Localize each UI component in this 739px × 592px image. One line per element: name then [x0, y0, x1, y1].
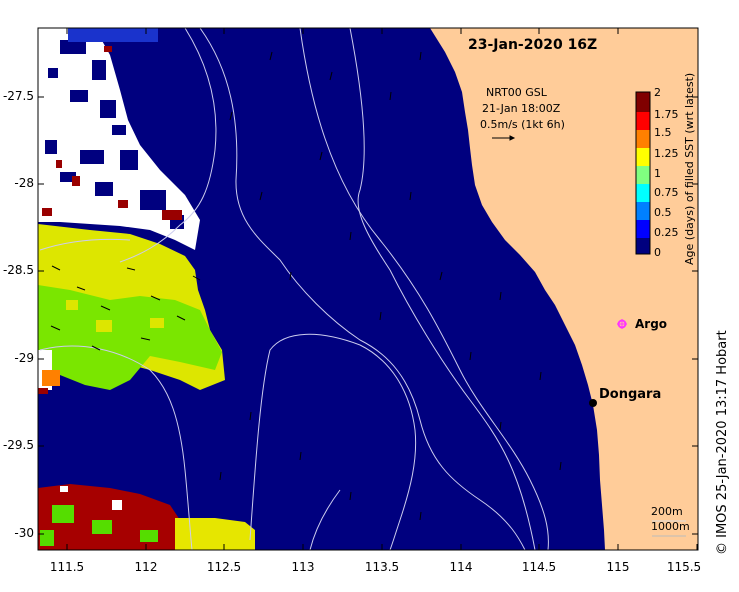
lon-label-114: 114: [449, 560, 473, 574]
dongara-label: Dongara: [599, 387, 662, 402]
argo-marker: [617, 319, 627, 329]
green-sst-region: [38, 285, 222, 390]
colorbar-tick-0-5: 0.5: [654, 206, 672, 219]
lon-label-111-5: 111.5: [49, 560, 85, 574]
map-title: 23-Jan-2020 16Z: [468, 37, 598, 53]
current-vectors: [50, 51, 562, 521]
legend-line-3: 0.5m/s (1kt 6h): [480, 118, 565, 131]
lat-label-30: -30: [14, 526, 34, 540]
old-sst-cells: [42, 46, 182, 220]
yellow-spots-in-green: [66, 300, 164, 332]
legend-arrow: [492, 135, 516, 141]
lon-label-113-5: 113.5: [364, 560, 400, 574]
bottom-yellow-region: [175, 518, 255, 550]
colorbar-tick-1-5: 1.5: [654, 126, 672, 139]
lon-label-113: 113: [291, 560, 315, 574]
lat-tick-marks: [38, 96, 698, 535]
credit-text: © IMOS 25-Jan-2020 13:17 Hobart: [715, 330, 730, 555]
lon-label-112-5: 112.5: [206, 560, 242, 574]
colorbar-tick-0-75: 0.75: [654, 186, 679, 199]
left-orange-cells: [42, 370, 60, 386]
isobath-label-200m: 200m: [651, 505, 683, 518]
colorbar-tick-2: 2: [654, 86, 661, 99]
legend-line-1: NRT00 GSL: [486, 86, 547, 99]
isobath-label-1000m: 1000m: [651, 520, 690, 533]
bottom-white-cells: [60, 486, 122, 510]
colorbar-tick-0-25: 0.25: [654, 226, 679, 239]
argo-label: Argo: [635, 317, 668, 331]
plot-frame: [37, 27, 699, 551]
lat-label-29: -29: [14, 351, 34, 365]
isobath-contours: [39, 28, 549, 550]
land: [430, 28, 698, 550]
colorbar-tick-1-75: 1.75: [654, 108, 679, 121]
legend-line-2: 21-Jan 18:00Z: [482, 102, 561, 115]
lon-label-112: 112: [134, 560, 158, 574]
lon-tick-marks: [66, 28, 698, 550]
lon-label-115-5: 115.5: [666, 560, 702, 574]
top-blue-patch: [68, 28, 158, 42]
lon-label-114-5: 114.5: [521, 560, 557, 574]
lon-label-115: 115: [606, 560, 630, 574]
colorbar-tick-1: 1: [654, 167, 661, 180]
dongara-marker: [589, 399, 597, 407]
lat-label-28-5: -28.5: [2, 263, 34, 277]
colorbar: [635, 91, 651, 255]
lat-label-28: -28: [14, 176, 34, 190]
left-red-cells: [38, 388, 48, 394]
lat-label-29-5: -29.5: [2, 438, 34, 452]
colorbar-title: Age (days) of filled SST (wrt latest): [683, 72, 696, 265]
bottom-green-cells: [40, 505, 158, 546]
ocean-holes-in-cloud: [45, 40, 184, 229]
colorbar-tick-0: 0: [654, 246, 661, 259]
colorbar-tick-1-25: 1.25: [654, 147, 679, 160]
lat-label-27-5: -27.5: [2, 89, 34, 103]
